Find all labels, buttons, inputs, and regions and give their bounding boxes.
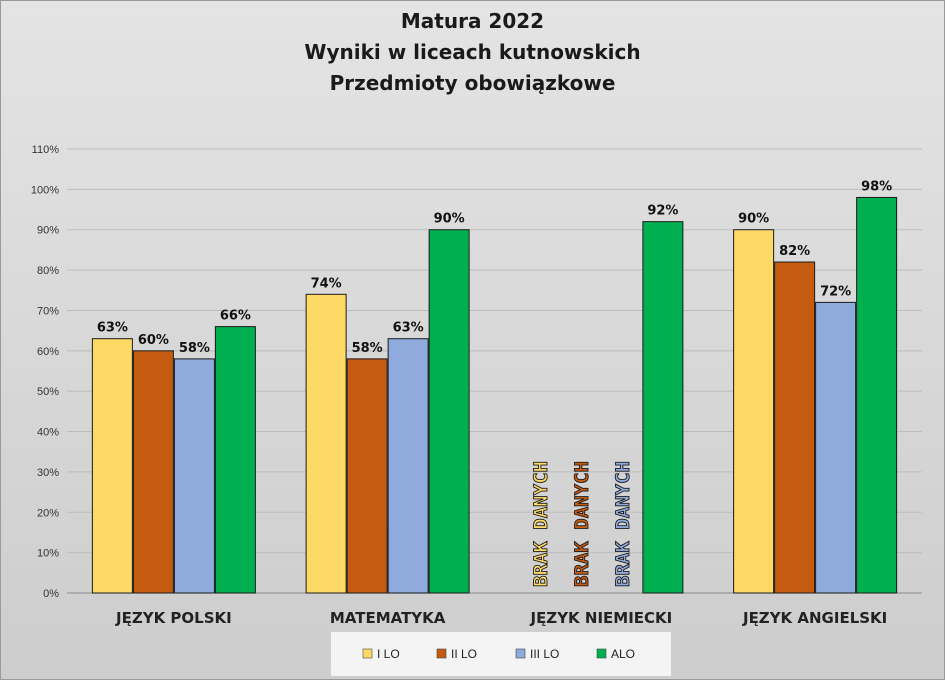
data-label: 60% [138,333,169,348]
y-tick-label: 60% [37,346,59,358]
data-label: 82% [779,244,810,259]
category-label: JĘZYK NIEMIECKI [529,609,672,627]
bar [305,293,347,594]
data-label: 90% [738,212,769,227]
title-line-1: Matura 2022 [400,9,545,33]
y-tick-label: 10% [37,548,59,560]
bar [642,221,684,594]
legend-label: III LO [530,647,559,661]
data-label: 66% [220,309,251,324]
category-label: JĘZYK POLSKI [115,609,232,627]
y-tick-label: 110% [32,144,60,156]
y-tick-label: 100% [31,184,59,196]
bar [91,338,133,594]
missing-data-label: BRAK DANYCH [612,461,634,587]
title-line-2: Wyniki w liceach kutnowskich [304,40,641,64]
data-label: 98% [861,179,892,194]
category-label: JĘZYK ANGIELSKI [742,609,887,627]
legend-label: ALO [611,647,635,661]
y-tick-label: 70% [37,305,59,317]
bar [856,196,898,594]
y-tick-label: 80% [37,265,59,277]
legend-swatch [362,648,373,659]
legend-swatch [515,648,526,659]
legend [330,631,672,677]
legend-swatch [596,648,607,659]
bar [132,350,174,594]
data-label: 63% [97,321,128,336]
bar [733,229,775,594]
bar [346,358,388,594]
data-label: 90% [434,212,465,227]
y-tick-label: 30% [37,467,59,479]
legend-label: II LO [451,647,477,661]
legend-label: I LO [377,647,400,661]
title-line-3: Przedmioty obowiązkowe [329,71,616,95]
bar [428,229,470,594]
data-label: 63% [393,321,424,336]
bar [173,358,215,594]
data-label: 92% [647,204,678,219]
bar [774,261,816,594]
data-label: 72% [820,284,851,299]
y-tick-label: 90% [37,225,59,237]
y-tick-label: 50% [37,386,59,398]
y-tick-label: 40% [37,427,59,439]
data-label: 58% [352,341,383,356]
missing-data-label: BRAK DANYCH [571,461,593,587]
y-tick-label: 0% [43,588,59,600]
data-label: 74% [311,276,342,291]
bar [214,326,256,594]
category-label: MATEMATYKA [330,609,446,627]
bar [815,301,857,594]
data-label: 58% [179,341,210,356]
chart-title: Matura 2022 Wyniki w liceach kutnowskich… [0,6,945,99]
y-tick-label: 20% [37,507,59,519]
missing-data-label: BRAK DANYCH [530,461,552,587]
bar [387,338,429,594]
legend-swatch [436,648,447,659]
